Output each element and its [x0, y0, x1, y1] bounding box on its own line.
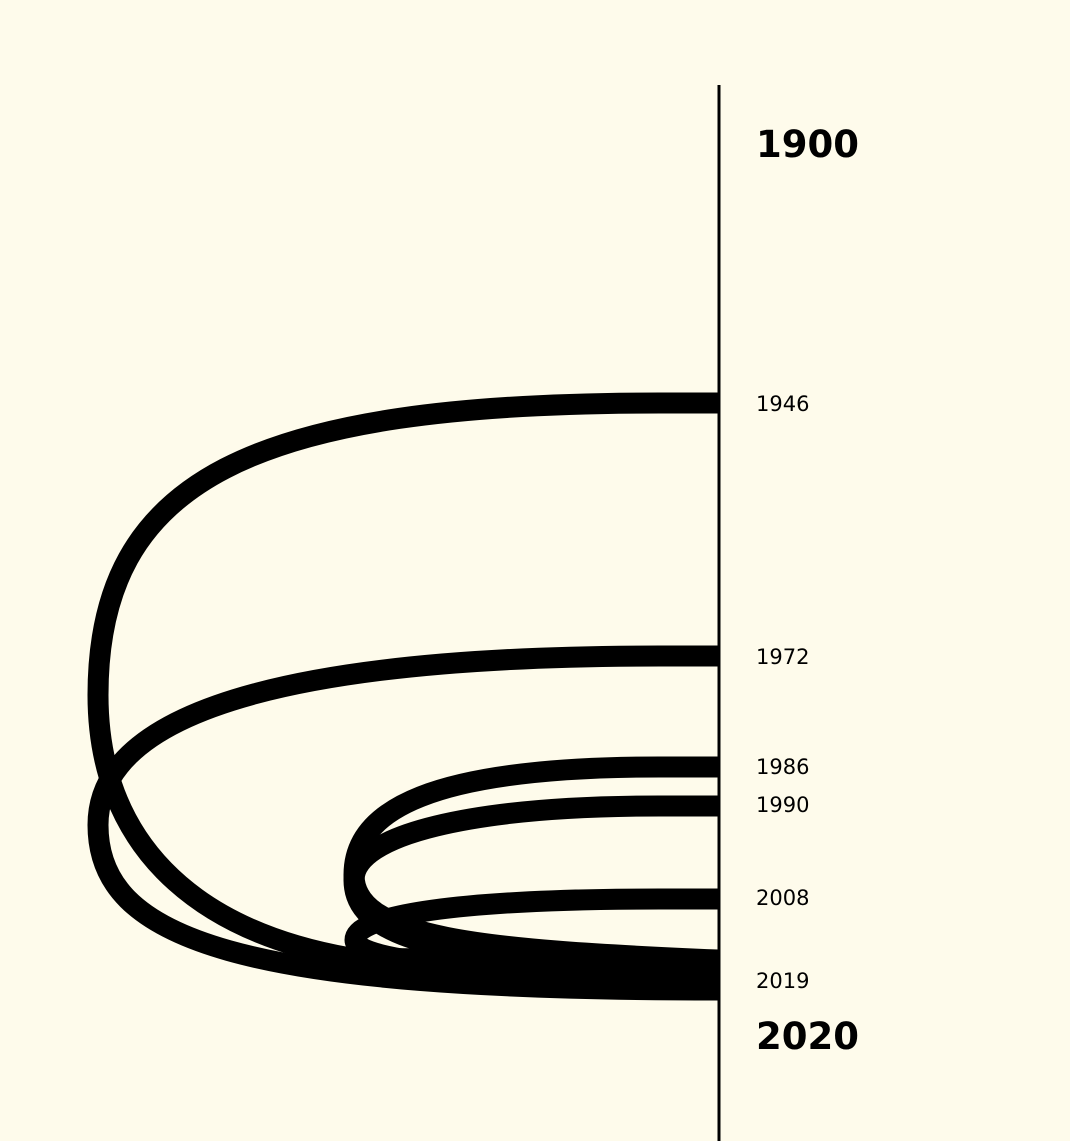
year-label-1946: 1946 [756, 392, 810, 416]
year-label-2019: 2019 [756, 969, 810, 993]
year-label-1990: 1990 [756, 793, 810, 817]
year-label-1986: 1986 [756, 755, 810, 779]
year-label-1972: 1972 [756, 645, 810, 669]
year-label-2008: 2008 [756, 886, 810, 910]
axis-start-label: 1900 [756, 123, 859, 166]
axis-end-label: 2020 [756, 1015, 859, 1058]
arc-bundle-2019 [380, 948, 718, 989]
arc-1972 [87, 645, 719, 1001]
